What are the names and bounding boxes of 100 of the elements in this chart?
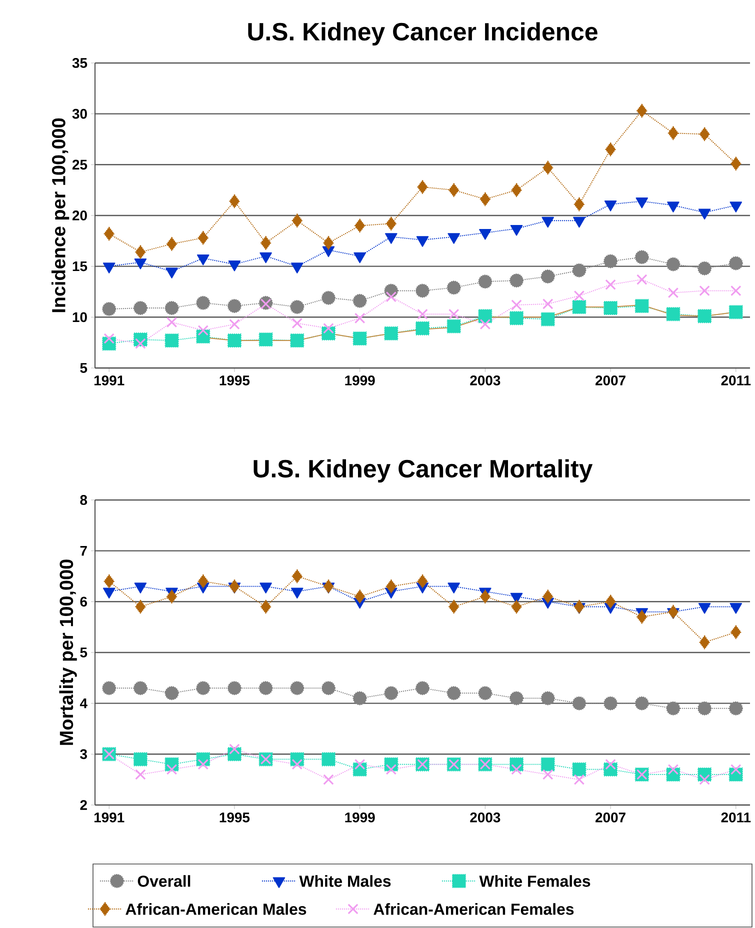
point <box>699 127 710 142</box>
point <box>605 279 616 290</box>
y-tick-label: 8 <box>80 495 88 505</box>
point <box>258 681 273 696</box>
point <box>291 588 304 598</box>
point <box>386 764 397 775</box>
x-tick-label: 2003 <box>470 812 500 822</box>
x-tick-label: 2003 <box>470 376 500 386</box>
point <box>134 258 147 270</box>
point <box>416 681 430 696</box>
point <box>352 294 367 308</box>
point <box>448 308 460 320</box>
point <box>666 307 680 322</box>
point <box>290 681 304 696</box>
y-tick-label: 35 <box>72 58 88 68</box>
y-tick-label: 3 <box>80 749 87 760</box>
point <box>323 579 334 594</box>
point <box>448 233 460 244</box>
point <box>354 312 366 324</box>
point <box>102 262 116 274</box>
point <box>135 338 146 349</box>
point <box>166 316 178 328</box>
point <box>384 326 398 340</box>
point <box>229 744 240 754</box>
x-tick-label: 1991 <box>94 812 124 822</box>
x-tick-label: 1999 <box>345 812 375 822</box>
point <box>164 686 179 700</box>
point <box>229 194 240 208</box>
x-tick-label: 1995 <box>220 376 250 386</box>
point <box>540 691 555 706</box>
point <box>229 318 240 330</box>
chart-title: U.S. Kidney Cancer Incidence <box>248 22 598 46</box>
point <box>135 600 146 614</box>
legend-label: African-American Females <box>374 903 574 915</box>
x-tick-label: 2007 <box>596 376 626 386</box>
x-tick-label: 2011 <box>721 812 751 822</box>
point <box>198 574 208 588</box>
point <box>668 764 679 775</box>
point <box>416 284 430 298</box>
point <box>572 263 586 278</box>
point <box>227 334 242 348</box>
chart-title: U.S. Kidney Cancer Mortality <box>254 459 593 482</box>
point <box>102 588 116 598</box>
point <box>133 301 148 316</box>
point <box>133 752 148 766</box>
point <box>446 280 461 295</box>
point <box>478 309 492 324</box>
point <box>730 202 742 212</box>
y-axis-title: Mortality per 100,000 <box>59 560 77 745</box>
point <box>352 691 367 706</box>
point <box>730 285 742 296</box>
y-tick-label: 7 <box>80 546 87 556</box>
point <box>104 226 114 241</box>
point <box>417 180 428 194</box>
point <box>196 296 210 310</box>
point <box>290 300 304 314</box>
legend-label: White Males <box>299 875 391 887</box>
point <box>417 574 428 588</box>
point <box>198 324 209 336</box>
point <box>321 752 336 766</box>
point <box>666 257 680 272</box>
point <box>634 696 649 710</box>
point <box>354 590 366 604</box>
legend-label: African-American Males <box>126 903 306 915</box>
x-tick-label: 1999 <box>345 376 375 386</box>
point <box>321 681 336 696</box>
legend-label: White Females <box>479 875 590 887</box>
point <box>574 290 585 302</box>
y-tick-label: 6 <box>80 596 87 607</box>
y-tick-label: 2 <box>80 800 87 810</box>
point <box>542 590 554 604</box>
point <box>728 701 743 716</box>
point <box>258 332 273 347</box>
point <box>478 686 492 700</box>
y-tick-label: 5 <box>80 648 88 658</box>
x-tick-label: 2007 <box>596 812 626 822</box>
point <box>698 261 712 276</box>
y-tick-label: 4 <box>80 698 88 708</box>
point <box>540 757 555 772</box>
point <box>604 200 617 212</box>
legend-label: Overall <box>138 875 190 887</box>
point <box>668 126 679 140</box>
x-tick-label: 2011 <box>721 376 751 386</box>
point <box>446 319 461 334</box>
point <box>636 274 648 285</box>
y-tick-label: 10 <box>72 312 87 322</box>
point <box>480 192 491 206</box>
point <box>198 230 208 245</box>
point <box>730 156 742 171</box>
point <box>510 311 524 326</box>
point <box>385 233 398 244</box>
point <box>480 318 491 330</box>
point <box>227 298 242 313</box>
point <box>728 256 743 270</box>
point <box>321 290 336 305</box>
point <box>198 758 209 770</box>
point <box>699 635 710 650</box>
point <box>573 216 586 228</box>
point <box>511 600 522 614</box>
point <box>354 218 366 233</box>
